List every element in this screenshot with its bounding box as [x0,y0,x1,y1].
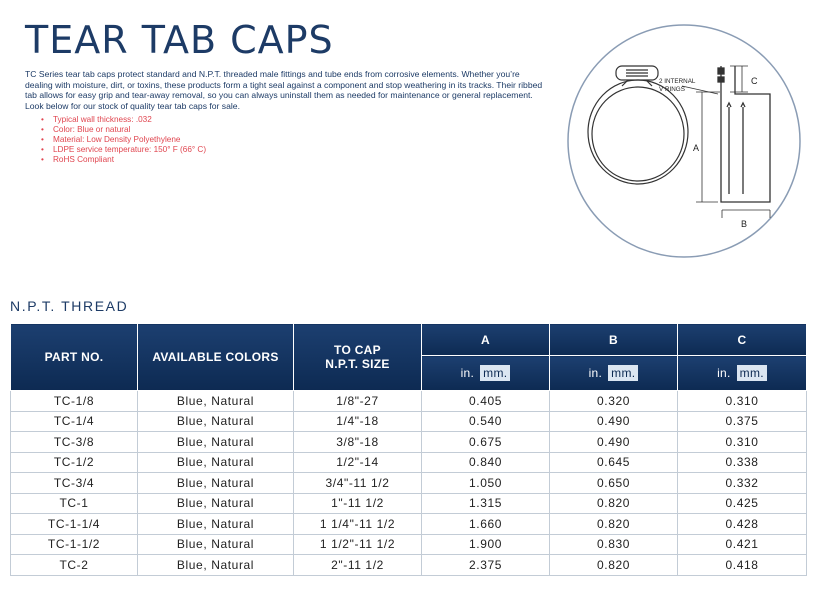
cell-dim-b: 0.490 [549,431,678,453]
spec-item: Material: Low Density Polyethylene [41,135,206,145]
cell-colors: Blue, Natural [137,431,294,453]
cell-dim-b: 0.820 [549,554,678,576]
table-row: TC-1-1/2 Blue, Natural 1 1/2"-11 1/2 1.900 0… [10,533,807,555]
cell-colors: Blue, Natural [137,410,294,432]
intro-paragraph: TC Series tear tab caps protect standard… [25,69,543,111]
unit-in-option[interactable]: in. [717,366,731,380]
table-row: TC-1/4 Blue, Natural 1/4"-18 0.540 0.490 0.37… [10,410,807,432]
cell-dim-c: 0.428 [677,513,807,535]
cell-dim-b: 0.320 [549,390,678,412]
cell-colors: Blue, Natural [137,513,294,535]
unit-in-option[interactable]: in. [460,366,475,380]
spec-item: RoHS Compliant [41,155,206,165]
npt-thread-table: PART NO. AVAILABLE COLORS TO CAP N.P.T. … [10,323,807,576]
cell-dim-b: 0.490 [549,410,678,432]
cell-npt-size: 1/8"-27 [293,390,422,412]
cell-dim-b: 0.650 [549,472,678,494]
cell-part-no: TC-2 [10,554,138,576]
spec-list: Typical wall thickness: .032 Color: Blue… [41,115,206,165]
cell-npt-size: 1 1/2"-11 1/2 [293,533,422,555]
cap-top-view [587,65,689,185]
cell-part-no: TC-1-1/2 [10,533,138,555]
cell-part-no: TC-1-1/4 [10,513,138,535]
header-c: C [677,323,807,356]
cell-colors: Blue, Natural [137,554,294,576]
cell-dim-a: 1.050 [421,472,550,494]
cell-dim-a: 0.840 [421,451,550,473]
cell-dim-c: 0.310 [677,431,807,453]
cell-dim-a: 1.660 [421,513,550,535]
cell-dim-c: 0.332 [677,472,807,494]
table-row: TC-1 Blue, Natural 1"-11 1/2 1.315 0.820 0.42… [10,492,807,514]
header-npt-line-1: TO CAP [334,343,381,357]
cell-dim-b: 0.820 [549,492,678,514]
dimension-lines [681,65,771,218]
unit-mm-option[interactable]: mm. [608,365,639,381]
cell-dim-a: 2.375 [421,554,550,576]
cell-part-no: TC-1 [10,492,138,514]
cell-dim-b: 0.830 [549,533,678,555]
spec-item: LDPE service temperature: 150° F (66° C) [41,145,206,155]
cell-colors: Blue, Natural [137,533,294,555]
dimension-label-b: B [741,219,747,229]
cell-dim-b: 0.645 [549,451,678,473]
section-title: N.P.T. THREAD [10,298,129,314]
table-row: TC-3/8 Blue, Natural 3/8"-18 0.675 0.490 0.31… [10,431,807,453]
cell-colors: Blue, Natural [137,451,294,473]
cell-dim-b: 0.820 [549,513,678,535]
unit-toggle-c[interactable]: in. mm. [677,355,807,391]
cell-dim-a: 0.405 [421,390,550,412]
cell-dim-a: 1.900 [421,533,550,555]
cell-part-no: TC-1/8 [10,390,138,412]
cell-npt-size: 1 1/4"-11 1/2 [293,513,422,535]
cell-part-no: TC-3/8 [10,431,138,453]
dimension-label-a: A [693,143,699,153]
cell-dim-c: 0.425 [677,492,807,514]
cell-npt-size: 2"-11 1/2 [293,554,422,576]
cap-side-view [717,66,771,203]
table-row: TC-1/2 Blue, Natural 1/2"-14 0.840 0.645 0.33… [10,451,807,473]
unit-in-option[interactable]: in. [588,366,603,380]
table-row: TC-1/8 Blue, Natural 1/8"-27 0.405 0.320 0.31… [10,390,807,412]
cell-dim-c: 0.421 [677,533,807,555]
cell-npt-size: 3/4"-11 1/2 [293,472,422,494]
header-available-colors: AVAILABLE COLORS [137,323,294,391]
cell-dim-a: 1.315 [421,492,550,514]
header-part-no: PART NO. [10,323,138,391]
unit-toggle-b[interactable]: in. mm. [549,355,678,391]
unit-toggle-a[interactable]: in. mm. [421,355,550,391]
dimension-label-c: C [751,76,758,86]
header-npt-line-2: N.P.T. SIZE [325,357,390,371]
cell-npt-size: 1/2"-14 [293,451,422,473]
table-row: TC-3/4 Blue, Natural 3/4"-11 1/2 1.050 0.650… [10,472,807,494]
cell-dim-a: 0.540 [421,410,550,432]
cell-npt-size: 3/8"-18 [293,431,422,453]
spec-item: Typical wall thickness: .032 [41,115,206,125]
table-row: TC-2 Blue, Natural 2"-11 1/2 2.375 0.820 0.41… [10,554,807,576]
cell-part-no: TC-3/4 [10,472,138,494]
tear-tab-cap-diagram: 2 INTERNAL V RINGS A B C [567,24,801,258]
cell-dim-c: 0.375 [677,410,807,432]
header-npt-size: TO CAP N.P.T. SIZE [293,323,422,391]
cell-npt-size: 1"-11 1/2 [293,492,422,514]
header-b: B [549,323,678,356]
cell-colors: Blue, Natural [137,472,294,494]
page-title: TEAR TAB CAPS [25,18,334,62]
unit-mm-option[interactable]: mm. [736,365,767,381]
cell-dim-c: 0.338 [677,451,807,473]
cell-part-no: TC-1/2 [10,451,138,473]
callout-line-2: V RINGS [659,86,685,93]
unit-mm-option[interactable]: mm. [480,365,511,381]
cell-dim-a: 0.675 [421,431,550,453]
cell-dim-c: 0.310 [677,390,807,412]
callout-line-1: 2 INTERNAL [659,78,696,85]
cell-npt-size: 1/4"-18 [293,410,422,432]
spec-item: Color: Blue or natural [41,125,206,135]
cell-colors: Blue, Natural [137,390,294,412]
cell-colors: Blue, Natural [137,492,294,514]
cell-part-no: TC-1/4 [10,410,138,432]
header-a: A [421,323,550,356]
cell-dim-c: 0.418 [677,554,807,576]
table-row: TC-1-1/4 Blue, Natural 1 1/4"-11 1/2 1.660 0… [10,513,807,535]
